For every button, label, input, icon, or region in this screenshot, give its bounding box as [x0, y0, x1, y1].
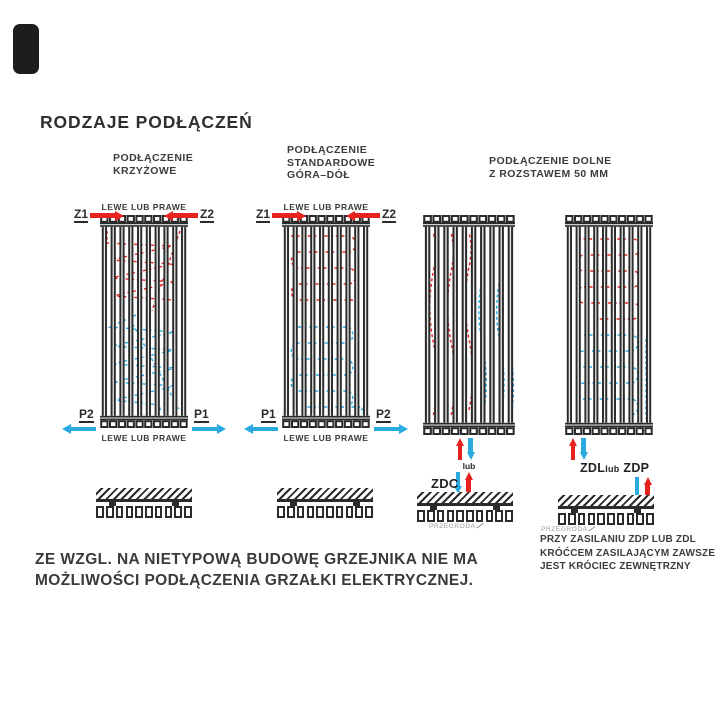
zdl-zdp-note: PRZY ZASILANIU ZDP LUB ZDL KRÓĆCEM ZASIL… — [540, 533, 715, 574]
supply-z2: Z2 — [345, 208, 396, 224]
page-title: RODZAJE PODŁĄCZEŃ — [40, 112, 253, 132]
header-line: GÓRA–DÓŁ — [287, 169, 351, 181]
supply-arrow-icon — [163, 210, 198, 221]
wall-hatch — [558, 495, 654, 506]
footer-note: ZE WZGL. NA NIETYPOWĄ BUDOWĘ GRZEJNIKA N… — [35, 550, 478, 591]
p-left-label: P1 — [261, 408, 276, 424]
supply-arrow-icon — [345, 210, 380, 221]
wall-section — [96, 488, 192, 518]
radiator-top-view — [558, 513, 654, 525]
supply-z1: Z1 — [256, 208, 307, 224]
radiator-graphic — [565, 215, 653, 435]
wall-line — [558, 506, 654, 509]
or-text: lub — [605, 464, 620, 474]
zdl-zdp-label: ZDLlub ZDP — [580, 461, 649, 475]
return-arrow-icon — [579, 438, 588, 460]
header-line: PODŁĄCZENIE — [113, 152, 194, 164]
header-line: STANDARDOWE — [287, 156, 376, 169]
z1-label: Z1 — [74, 208, 89, 224]
header-line: PODŁĄCZENIE DOLNE — [489, 155, 612, 167]
orientation-label-bottom: LEWE LUB PRAWE — [101, 433, 187, 443]
return-p-left: P1 — [244, 408, 278, 435]
logo-mark — [13, 24, 39, 74]
supply-arrow-icon — [643, 477, 652, 503]
supply-z2: Z2 — [163, 208, 214, 224]
z2-label: Z2 — [381, 208, 396, 224]
section-header-dolne: PODŁĄCZENIE DOLNE Z ROZSTAWEM 50 MM — [489, 155, 612, 180]
mounting-brackets — [558, 509, 654, 513]
wall-hatch — [277, 488, 373, 499]
zdl-arrows-left — [569, 438, 588, 460]
przegroda-label: PRZEGRODA — [541, 526, 597, 533]
section-header-krzyzowe: PODŁĄCZENIE KRZYŻOWE — [113, 152, 193, 177]
radiator-graphic — [423, 215, 515, 435]
z1-label: Z1 — [256, 208, 271, 224]
wall-line — [417, 503, 513, 506]
header-line: Z ROZSTAWEM 50 MM — [489, 167, 609, 180]
wall-section: PRZEGRODA — [417, 492, 513, 530]
return-arrow-icon — [192, 424, 226, 435]
return-p-right: P1 — [192, 408, 226, 435]
return-arrow-icon — [454, 472, 462, 494]
wall-hatch — [96, 488, 192, 499]
radiator-graphic — [282, 215, 370, 428]
przegroda-label: PRZEGRODA — [429, 523, 485, 530]
radiator-dolne-zdl-zdp: ZDLlub ZDP PRZEGRODA PRZY ZASILANIU ZDP … — [540, 215, 715, 572]
footer-line: MOŻLIWOŚCI PODŁĄCZENIA GRZAŁKI ELEKTRYCZ… — [35, 571, 474, 589]
zdl-text: ZDL — [580, 461, 606, 475]
return-arrow-icon — [62, 424, 96, 435]
zdc-arrows-upper — [456, 438, 475, 460]
or-label: lub — [462, 461, 476, 471]
section-header-standardowe: PODŁĄCZENIE STANDARDOWE GÓRA–DÓŁ — [287, 144, 375, 182]
orientation-label-bottom: LEWE LUB PRAWE — [283, 433, 369, 443]
header-line: PODŁĄCZENIE — [287, 144, 368, 156]
radiator-standardowe: LEWE LUB PRAWE LEWE LUB PRAWE Z1 Z2 P1 P… — [244, 202, 408, 443]
zdp-text: ZDP — [623, 461, 650, 475]
header-line: KRZYŻOWE — [113, 164, 177, 177]
orientation-label-top: LEWE LUB PRAWE — [101, 202, 187, 212]
mounting-brackets — [417, 506, 513, 510]
radiator-dolne-zdc: lub ZDC PRZEGRODA — [417, 215, 515, 530]
radiator-top-view — [417, 510, 513, 522]
supply-arrow-icon — [90, 210, 125, 221]
supply-arrow-icon — [464, 472, 473, 494]
radiator-krzyzowe: LEWE LUB PRAWE LEWE LUB PRAWE Z1 Z2 P2 P… — [62, 202, 226, 443]
zdc-label: ZDC — [431, 476, 459, 491]
radiator-top-view — [277, 506, 373, 518]
return-p-right: P2 — [374, 408, 408, 435]
zdc-arrows-lower — [454, 472, 473, 494]
note-line: PRZY ZASILANIU ZDP LUB ZDL — [540, 534, 696, 545]
supply-arrow-icon — [272, 210, 307, 221]
supply-arrow-icon — [456, 438, 464, 460]
z2-label: Z2 — [199, 208, 214, 224]
wall-line — [277, 499, 373, 502]
radiator-top-view — [96, 506, 192, 518]
return-arrow-icon — [244, 424, 278, 435]
footer-line: ZE WZGL. NA NIETYPOWĄ BUDOWĘ GRZEJNIKA N… — [35, 551, 479, 568]
p-right-label: P2 — [376, 408, 391, 424]
mounting-brackets — [96, 502, 192, 506]
wall-hatch — [417, 492, 513, 503]
wall-section: PRZEGRODA — [541, 495, 654, 533]
wall-line — [96, 499, 192, 502]
supply-arrow-icon — [569, 438, 577, 460]
return-arrow-icon — [466, 438, 475, 460]
wall-section — [277, 488, 373, 518]
note-line: KRÓĆCEM ZASILAJĄCYM ZAWSZE — [540, 547, 716, 559]
mounting-brackets — [277, 502, 373, 506]
radiator-graphic — [100, 215, 188, 428]
orientation-label-top: LEWE LUB PRAWE — [283, 202, 369, 212]
p-left-label: P2 — [79, 408, 94, 424]
p-right-label: P1 — [194, 408, 209, 424]
return-arrow-icon — [374, 424, 408, 435]
return-p-left: P2 — [62, 408, 96, 435]
supply-z1: Z1 — [74, 208, 125, 224]
note-line: JEST KRÓCIEC ZEWNĘTRZNY — [540, 561, 691, 572]
